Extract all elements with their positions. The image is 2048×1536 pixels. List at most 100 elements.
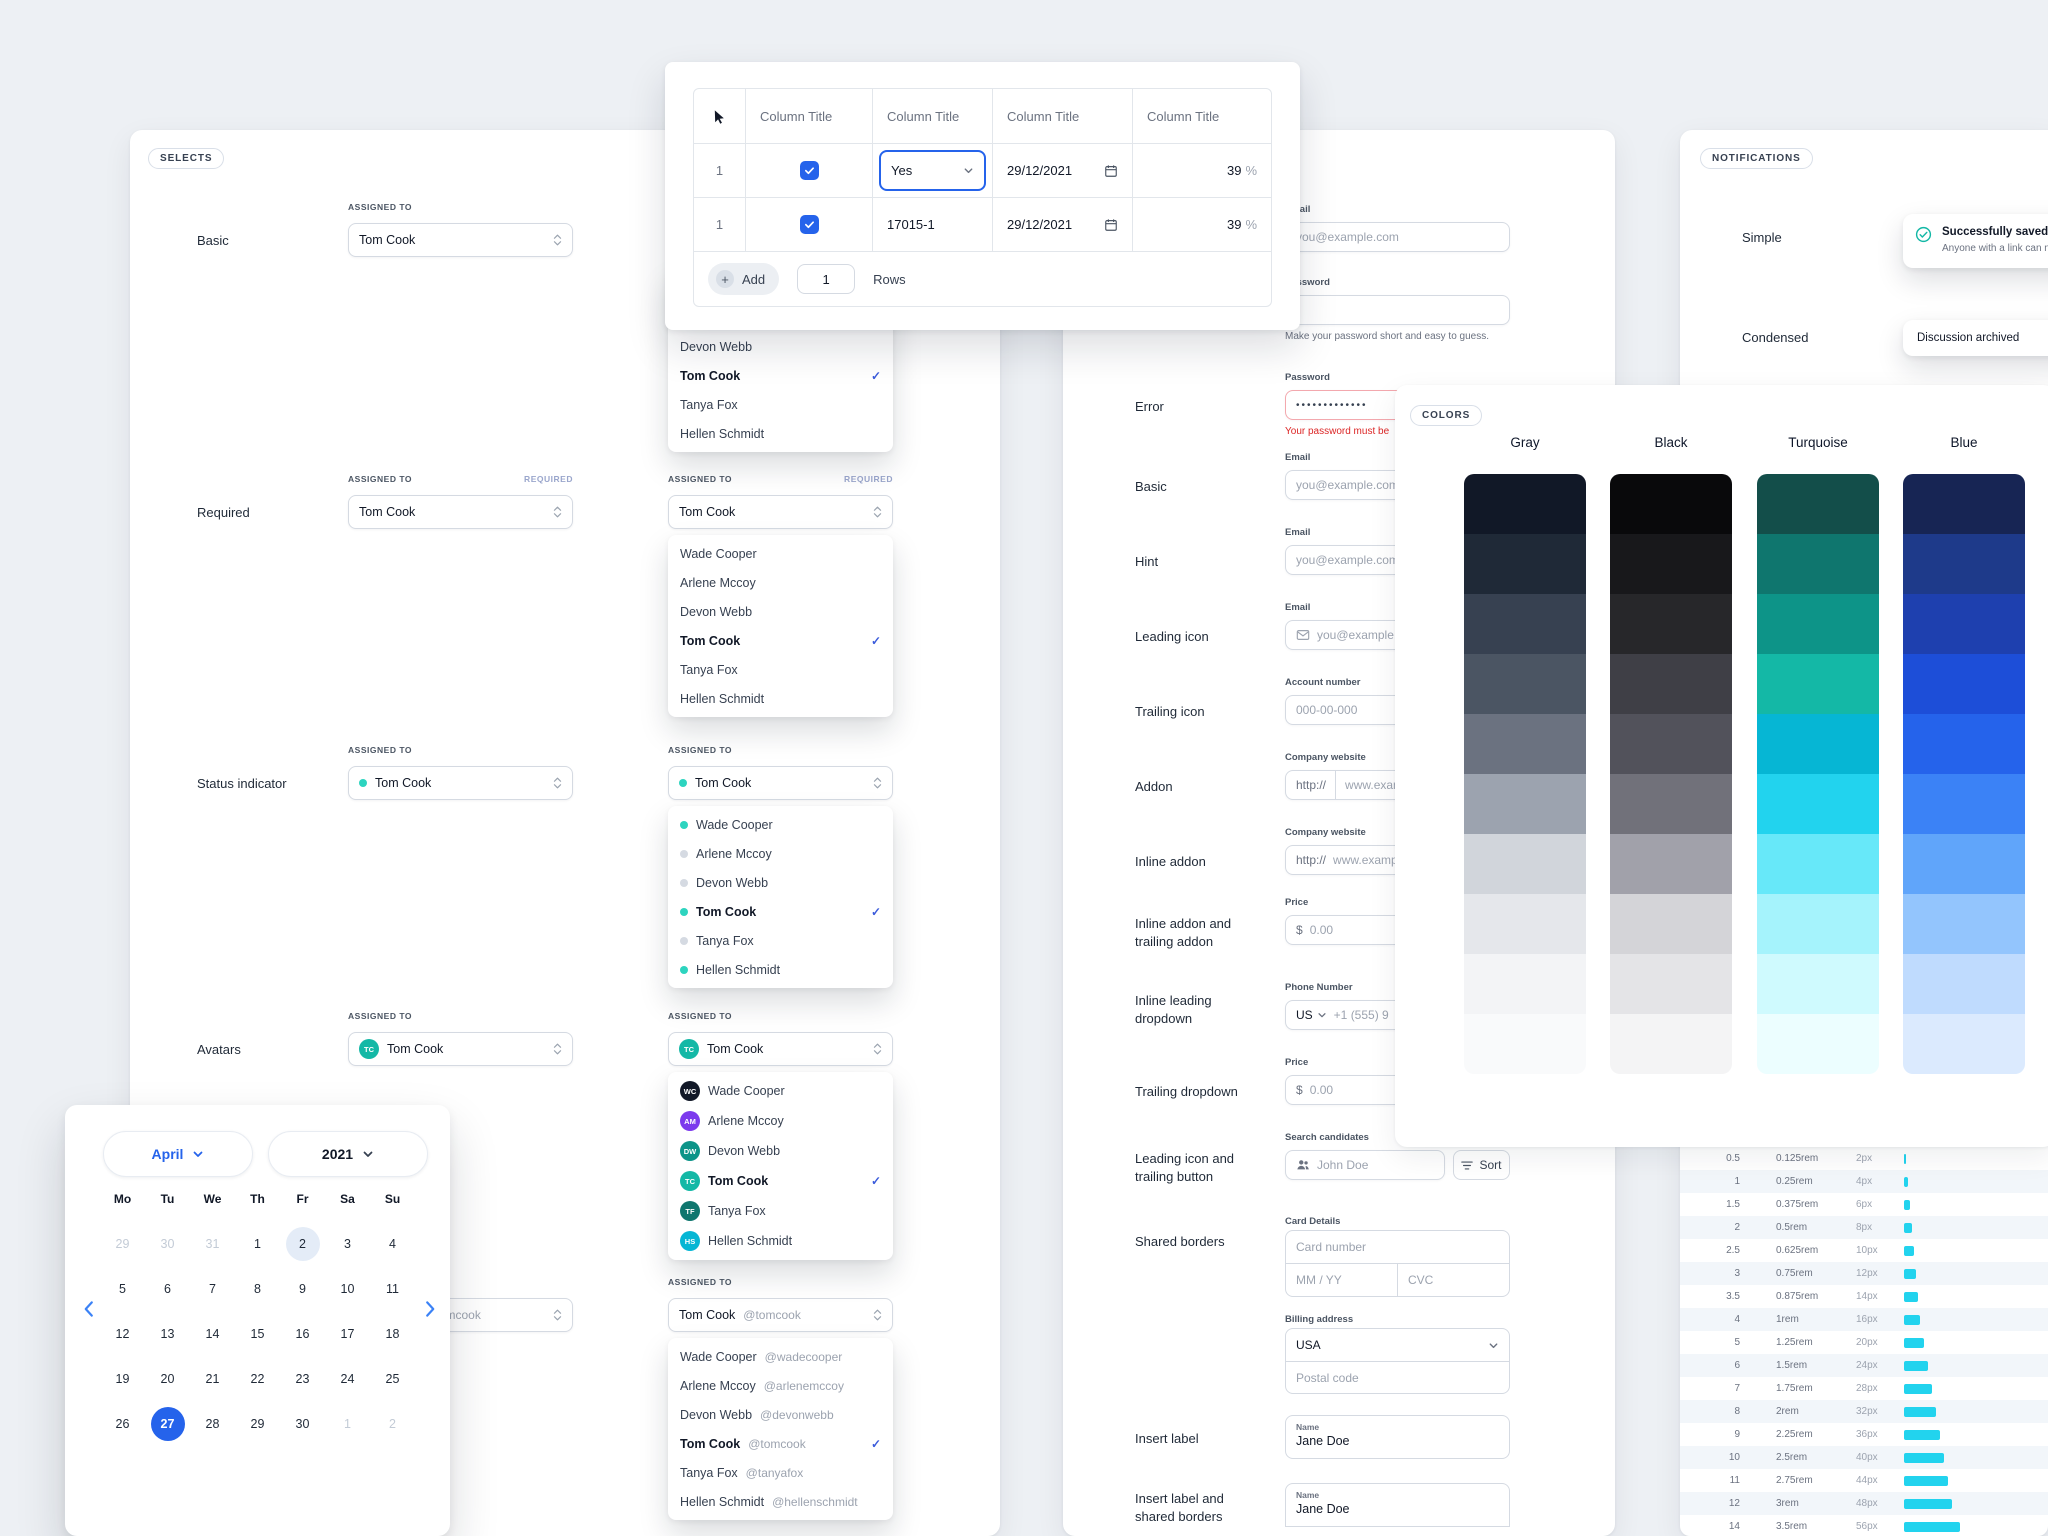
dropdown-option[interactable]: Tanya Fox @tanyafox ✓ <box>668 1458 893 1487</box>
calendar-day[interactable]: 13 <box>160 1326 175 1341</box>
select-basic[interactable]: Tom Cook <box>348 223 573 257</box>
color-swatch[interactable] <box>1464 534 1586 594</box>
color-swatch[interactable] <box>1464 954 1586 1014</box>
color-swatch[interactable] <box>1610 894 1732 954</box>
date-cell[interactable]: 29/12/2021 <box>993 144 1133 197</box>
select-handle-open[interactable]: Tom Cook @tomcook <box>668 1298 893 1332</box>
color-swatch[interactable] <box>1464 774 1586 834</box>
search-candidates-input[interactable]: John Doe <box>1285 1150 1445 1180</box>
color-swatch[interactable] <box>1464 654 1586 714</box>
calendar-day[interactable]: 9 <box>299 1281 306 1296</box>
dropdown-option[interactable]: Tom Cook ✓ <box>668 361 893 390</box>
color-swatch[interactable] <box>1757 594 1879 654</box>
color-swatch[interactable] <box>1610 654 1732 714</box>
dropdown-option[interactable]: Tom Cook ✓ <box>668 626 893 655</box>
name-input-insert-label[interactable]: Name Jane Doe <box>1285 1415 1510 1459</box>
add-row-button[interactable]: + Add <box>708 263 780 295</box>
dropdown-option[interactable]: Devon Webb ✓ <box>668 868 893 897</box>
color-swatch[interactable] <box>1903 474 2025 534</box>
calendar-day[interactable]: 30 <box>295 1416 310 1431</box>
calendar-day[interactable]: 4 <box>389 1236 396 1251</box>
calendar-day[interactable]: 6 <box>164 1281 171 1296</box>
select-avatars[interactable]: TC Tom Cook <box>348 1032 573 1066</box>
color-swatch[interactable] <box>1903 894 2025 954</box>
postal-code-input[interactable]: Postal code <box>1286 1361 1509 1393</box>
dropdown-option[interactable]: DW Devon Webb ✓ <box>668 1136 893 1166</box>
color-swatch[interactable] <box>1903 1014 2025 1074</box>
calendar-day[interactable]: 29 <box>250 1416 265 1431</box>
select-status[interactable]: Tom Cook <box>348 766 573 800</box>
calendar-day[interactable]: 27 <box>150 1406 185 1441</box>
dropdown-option[interactable]: Wade Cooper ✓ <box>668 810 893 839</box>
color-swatch[interactable] <box>1757 1014 1879 1074</box>
dropdown-option[interactable]: Wade Cooper ✓ <box>668 539 893 568</box>
color-swatch[interactable] <box>1464 834 1586 894</box>
dropdown-option[interactable]: TC Tom Cook ✓ <box>668 1166 893 1196</box>
calendar-day[interactable]: 5 <box>119 1281 126 1296</box>
calendar-day[interactable]: 22 <box>250 1371 265 1386</box>
color-swatch[interactable] <box>1757 474 1879 534</box>
calendar-day[interactable]: 19 <box>115 1371 130 1386</box>
dropdown-option[interactable]: Hellen Schmidt ✓ <box>668 684 893 713</box>
color-swatch[interactable] <box>1610 1014 1732 1074</box>
column-header[interactable]: Column Title <box>746 89 873 143</box>
calendar-day[interactable]: 26 <box>115 1416 130 1431</box>
date-cell[interactable]: 29/12/2021 <box>993 198 1133 251</box>
calendar-day[interactable]: 8 <box>254 1281 261 1296</box>
calendar-day[interactable]: 25 <box>385 1371 400 1386</box>
calendar-day[interactable]: 11 <box>386 1281 399 1296</box>
color-swatch[interactable] <box>1757 714 1879 774</box>
dropdown-option[interactable]: Tom Cook @tomcook ✓ <box>668 1429 893 1458</box>
column-header[interactable]: Column Title <box>993 89 1133 143</box>
dropdown-option[interactable]: Tanya Fox ✓ <box>668 390 893 419</box>
checkbox-checked[interactable] <box>799 161 819 180</box>
calendar-day[interactable]: 29 <box>115 1236 130 1251</box>
color-swatch[interactable] <box>1903 954 2025 1014</box>
dropdown-option[interactable]: AM Arlene Mccoy ✓ <box>668 1106 893 1136</box>
calendar-day[interactable]: 1 <box>344 1416 351 1431</box>
month-select[interactable]: April <box>103 1131 253 1177</box>
color-swatch[interactable] <box>1757 834 1879 894</box>
color-swatch[interactable] <box>1757 534 1879 594</box>
color-swatch[interactable] <box>1610 594 1732 654</box>
calendar-day[interactable]: 1 <box>254 1236 261 1251</box>
calendar-day[interactable]: 2 <box>285 1226 320 1261</box>
dropdown-option[interactable]: Tom Cook ✓ <box>668 897 893 926</box>
dropdown-option[interactable]: Arlene Mccoy @arlenemccoy ✓ <box>668 1371 893 1400</box>
calendar-day[interactable]: 10 <box>340 1281 355 1296</box>
rows-count-input[interactable]: 1 <box>797 264 856 294</box>
calendar-day[interactable]: 7 <box>209 1281 216 1296</box>
column-header[interactable]: Column Title <box>873 89 993 143</box>
next-month-button[interactable] <box>423 1298 438 1323</box>
dropdown-option[interactable]: Devon Webb ✓ <box>668 597 893 626</box>
color-swatch[interactable] <box>1903 834 2025 894</box>
color-swatch[interactable] <box>1464 474 1586 534</box>
percent-cell[interactable]: 39 % <box>1133 198 1271 251</box>
calendar-day[interactable]: 20 <box>160 1371 175 1386</box>
year-select[interactable]: 2021 <box>268 1131 428 1177</box>
calendar-day[interactable]: 2 <box>389 1416 396 1431</box>
select-status-open[interactable]: Tom Cook <box>668 766 893 800</box>
color-swatch[interactable] <box>1903 594 2025 654</box>
color-swatch[interactable] <box>1610 474 1732 534</box>
calendar-day[interactable]: 31 <box>205 1236 220 1251</box>
color-swatch[interactable] <box>1757 774 1879 834</box>
dropdown-option[interactable]: Tanya Fox ✓ <box>668 655 893 684</box>
dropdown-option[interactable]: Hellen Schmidt ✓ <box>668 419 893 448</box>
color-swatch[interactable] <box>1464 594 1586 654</box>
card-expiry-input[interactable]: MM / YY <box>1286 1264 1397 1296</box>
color-swatch[interactable] <box>1610 834 1732 894</box>
color-swatch[interactable] <box>1464 714 1586 774</box>
calendar-day[interactable]: 14 <box>205 1326 220 1341</box>
yes-select[interactable]: Yes <box>879 150 986 191</box>
email-input[interactable]: you@example.com <box>1285 222 1510 252</box>
color-swatch[interactable] <box>1757 894 1879 954</box>
calendar-day[interactable]: 28 <box>205 1416 220 1431</box>
color-swatch[interactable] <box>1464 894 1586 954</box>
calendar-day[interactable]: 18 <box>385 1326 400 1341</box>
dropdown-option[interactable]: Devon Webb @devonwebb ✓ <box>668 1400 893 1429</box>
column-header[interactable]: Column Title <box>1147 108 1220 124</box>
select-avatars-open[interactable]: TC Tom Cook <box>668 1032 893 1066</box>
color-swatch[interactable] <box>1903 534 2025 594</box>
text-cell[interactable]: 17015-1 <box>873 198 993 251</box>
